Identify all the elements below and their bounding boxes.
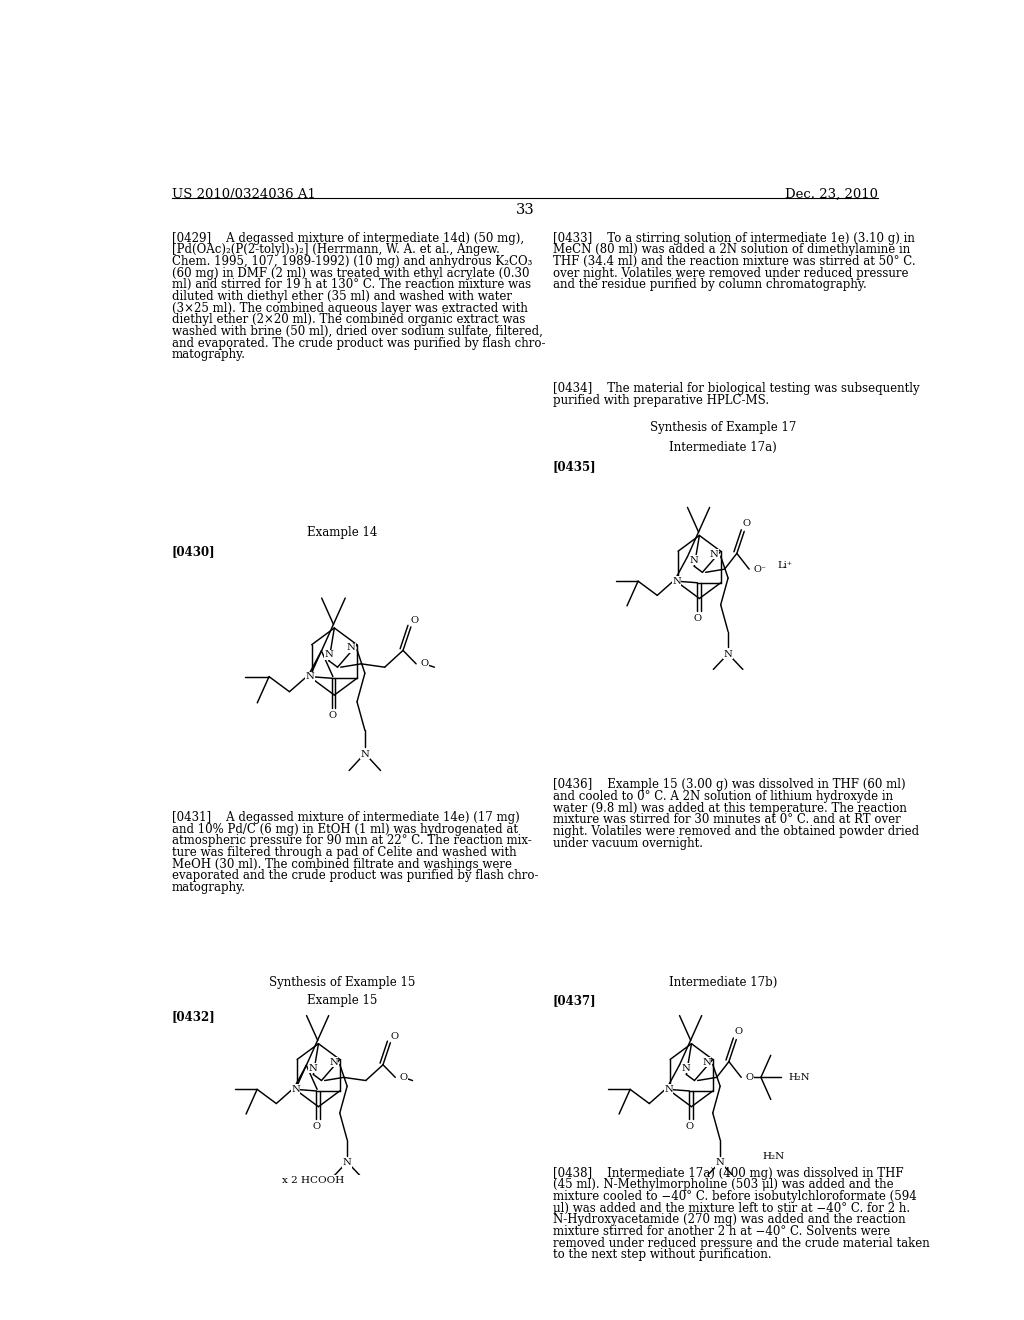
Text: [0429]    A degassed mixture of intermediate 14d) (50 mg),: [0429] A degassed mixture of intermediat… [172,231,523,244]
Text: [0435]: [0435] [553,461,596,474]
Text: over night. Volatiles were removed under reduced pressure: over night. Volatiles were removed under… [553,267,908,280]
Text: washed with brine (50 ml), dried over sodium sulfate, filtered,: washed with brine (50 ml), dried over so… [172,325,543,338]
Text: Intermediate 17b): Intermediate 17b) [669,975,777,989]
Text: [0437]: [0437] [553,994,596,1007]
Text: and the residue purified by column chromatography.: and the residue purified by column chrom… [553,279,866,292]
Text: N: N [329,1059,338,1067]
Text: N: N [702,1059,711,1067]
Text: Intermediate 17a): Intermediate 17a) [670,441,777,454]
Text: O: O [411,616,419,626]
Text: and evaporated. The crude product was purified by flash chro-: and evaporated. The crude product was pu… [172,337,545,350]
Text: [0434]    The material for biological testing was subsequently: [0434] The material for biological testi… [553,381,920,395]
Text: US 2010/0324036 A1: US 2010/0324036 A1 [172,187,315,201]
Text: O: O [742,519,751,528]
Text: [0436]    Example 15 (3.00 g) was dissolved in THF (60 ml): [0436] Example 15 (3.00 g) was dissolved… [553,779,905,792]
Text: O: O [312,1122,321,1131]
Text: O: O [420,659,428,668]
Text: N: N [682,1064,691,1073]
Text: (45 ml). N-Methylmorpholine (503 μl) was added and the: (45 ml). N-Methylmorpholine (503 μl) was… [553,1179,893,1192]
Text: N: N [343,1158,351,1167]
Text: O: O [693,614,701,623]
Text: μl) was added and the mixture left to stir at −40° C. for 2 h.: μl) was added and the mixture left to st… [553,1201,909,1214]
Text: matography.: matography. [172,880,246,894]
Text: Chem. 1995, 107, 1989-1992) (10 mg) and anhydrous K₂CO₃: Chem. 1995, 107, 1989-1992) (10 mg) and … [172,255,532,268]
Text: O: O [328,711,336,721]
Text: Example 15: Example 15 [307,994,378,1007]
Text: O: O [685,1122,693,1131]
Text: N: N [716,1158,725,1167]
Text: ml) and stirred for 19 h at 130° C. The reaction mixture was: ml) and stirred for 19 h at 130° C. The … [172,279,530,292]
Text: evaporated and the crude product was purified by flash chro-: evaporated and the crude product was pur… [172,870,539,882]
Text: N: N [360,750,370,759]
Text: removed under reduced pressure and the crude material taken: removed under reduced pressure and the c… [553,1237,930,1250]
Text: [0430]: [0430] [172,545,215,557]
Text: O: O [399,1073,408,1082]
Text: [0438]    Intermediate 17a) (400 mg) was dissolved in THF: [0438] Intermediate 17a) (400 mg) was di… [553,1167,903,1180]
Text: atmospheric pressure for 90 min at 22° C. The reaction mix-: atmospheric pressure for 90 min at 22° C… [172,834,531,847]
Text: O: O [745,1073,754,1082]
Text: ture was filtered through a pad of Celite and washed with: ture was filtered through a pad of Celit… [172,846,516,859]
Text: matography.: matography. [172,348,246,362]
Text: N-Hydroxyacetamide (270 mg) was added and the reaction: N-Hydroxyacetamide (270 mg) was added an… [553,1213,905,1226]
Text: Dec. 23, 2010: Dec. 23, 2010 [785,187,878,201]
Text: x 2 HCOOH: x 2 HCOOH [282,1176,344,1185]
Text: N: N [346,643,355,652]
Text: [0431]    A degassed mixture of intermediate 14e) (17 mg): [0431] A degassed mixture of intermediat… [172,810,519,824]
Text: [0432]: [0432] [172,1010,215,1023]
Text: diethyl ether (2×20 ml). The combined organic extract was: diethyl ether (2×20 ml). The combined or… [172,313,525,326]
Text: N: N [309,1064,317,1073]
Text: diluted with diethyl ether (35 ml) and washed with water: diluted with diethyl ether (35 ml) and w… [172,290,512,304]
Text: mixture stirred for another 2 h at −40° C. Solvents were: mixture stirred for another 2 h at −40° … [553,1225,890,1238]
Text: [Pd(OAc)₂(P(2-tolyl)₃)₂] (Herrmann, W. A. et al., Angew.: [Pd(OAc)₂(P(2-tolyl)₃)₂] (Herrmann, W. A… [172,243,500,256]
Text: and cooled to 0° C. A 2N solution of lithium hydroxyde in: and cooled to 0° C. A 2N solution of lit… [553,791,893,803]
Text: N: N [690,556,698,565]
Text: Synthesis of Example 15: Synthesis of Example 15 [269,975,416,989]
Text: purified with preparative HPLC-MS.: purified with preparative HPLC-MS. [553,393,769,407]
Text: mixture was stirred for 30 minutes at 0° C. and at RT over: mixture was stirred for 30 minutes at 0°… [553,813,900,826]
Text: night. Volatiles were removed and the obtained powder dried: night. Volatiles were removed and the ob… [553,825,919,838]
Text: [0433]    To a stirring solution of intermediate 1e) (3.10 g) in: [0433] To a stirring solution of interme… [553,231,914,244]
Text: under vacuum overnight.: under vacuum overnight. [553,837,702,850]
Text: (60 mg) in DMF (2 ml) was treated with ethyl acrylate (0.30: (60 mg) in DMF (2 ml) was treated with e… [172,267,529,280]
Text: N: N [665,1085,673,1094]
Text: Example 14: Example 14 [307,527,378,540]
Text: N: N [325,651,333,659]
Text: and 10% Pd/C (6 mg) in EtOH (1 ml) was hydrogenated at: and 10% Pd/C (6 mg) in EtOH (1 ml) was h… [172,822,518,836]
Text: MeOH (30 ml). The combined filtrate and washings were: MeOH (30 ml). The combined filtrate and … [172,858,512,871]
Text: O⁻: O⁻ [754,565,767,574]
Text: to the next step without purification.: to the next step without purification. [553,1249,771,1262]
Text: THF (34.4 ml) and the reaction mixture was stirred at 50° C.: THF (34.4 ml) and the reaction mixture w… [553,255,915,268]
Text: H₂N: H₂N [762,1151,784,1160]
Text: O: O [390,1032,398,1041]
Text: (3×25 ml). The combined aqueous layer was extracted with: (3×25 ml). The combined aqueous layer wa… [172,302,527,314]
Text: 33: 33 [515,203,535,216]
Text: N: N [672,577,681,586]
Text: MeCN (80 ml) was added a 2N solution of dimethylamine in: MeCN (80 ml) was added a 2N solution of … [553,243,910,256]
Text: Synthesis of Example 17: Synthesis of Example 17 [650,421,797,434]
Text: Li⁺: Li⁺ [777,561,792,570]
Text: O: O [734,1027,742,1036]
Text: N: N [291,1085,300,1094]
Text: mixture cooled to −40° C. before isobutylchloroformate (594: mixture cooled to −40° C. before isobuty… [553,1191,916,1203]
Text: N: N [724,649,732,659]
Text: water (9.8 ml) was added at this temperature. The reaction: water (9.8 ml) was added at this tempera… [553,801,906,814]
Text: H₂N: H₂N [788,1073,810,1082]
Text: N: N [710,550,719,558]
Text: N: N [305,672,314,681]
